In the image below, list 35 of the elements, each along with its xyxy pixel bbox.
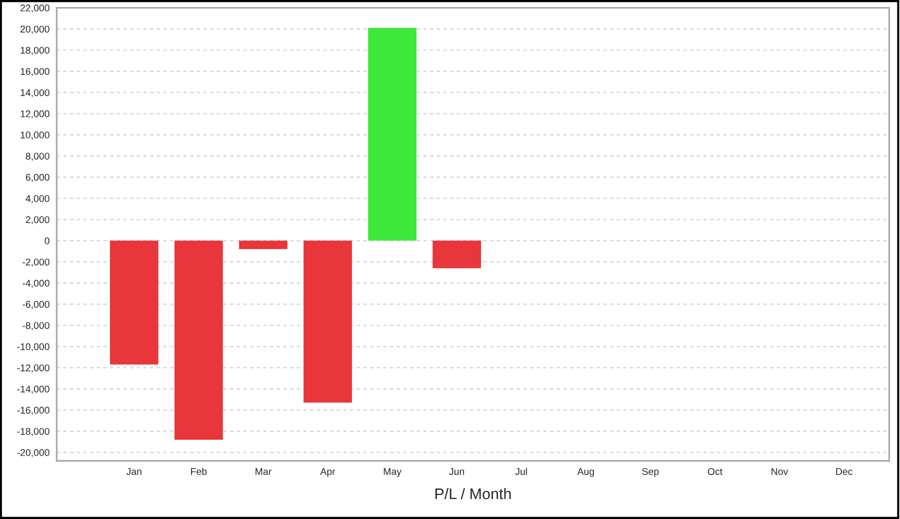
y-tick-label: -20,000 bbox=[17, 449, 50, 458]
x-tick-label: Jun bbox=[449, 468, 464, 475]
y-tick-label: 0 bbox=[44, 237, 50, 244]
y-tick-label: 8,000 bbox=[26, 152, 50, 161]
y-tick-label: 12,000 bbox=[20, 110, 50, 118]
y-tick-label: -6,000 bbox=[22, 300, 50, 309]
x-axis-title: P/L / Month bbox=[435, 488, 511, 500]
y-tick-label: -10,000 bbox=[17, 343, 50, 352]
x-tick-label: Aug bbox=[577, 468, 594, 477]
y-tick-label: -4,000 bbox=[22, 280, 50, 288]
y-tick-label: 2,000 bbox=[26, 216, 50, 224]
y-tick-label: 16,000 bbox=[20, 68, 50, 76]
y-tick-label: -18,000 bbox=[17, 428, 50, 436]
x-tick-label: May bbox=[384, 468, 402, 477]
x-tick-label: Mar bbox=[256, 468, 272, 475]
y-tick-label: 18,000 bbox=[20, 46, 50, 55]
x-tick-label: Dec bbox=[836, 468, 852, 475]
y-tick-label: -12,000 bbox=[17, 364, 50, 372]
x-tick-label: Sep bbox=[642, 468, 659, 477]
y-tick-label: -8,000 bbox=[22, 322, 50, 330]
y-tick-label: 10,000 bbox=[20, 132, 50, 140]
x-tick-label: Nov bbox=[772, 468, 788, 475]
x-tick-label: Feb bbox=[191, 468, 207, 475]
y-tick-label: 14,000 bbox=[20, 89, 50, 98]
y-tick-label: 6,000 bbox=[26, 174, 50, 182]
y-tick-label: -14,000 bbox=[17, 386, 50, 394]
y-tick-label: -16,000 bbox=[17, 406, 50, 415]
x-tick-label: Oct bbox=[708, 468, 722, 475]
y-tick-label: 22,000 bbox=[20, 4, 50, 13]
y-tick-label: 20,000 bbox=[20, 26, 50, 34]
y-tick-label: 4,000 bbox=[26, 195, 50, 204]
x-tick-label: Apr bbox=[320, 468, 336, 477]
y-tick-label: -2,000 bbox=[22, 258, 50, 267]
x-tick-label: Jan bbox=[126, 468, 142, 475]
x-tick-label: Jul bbox=[515, 468, 527, 475]
